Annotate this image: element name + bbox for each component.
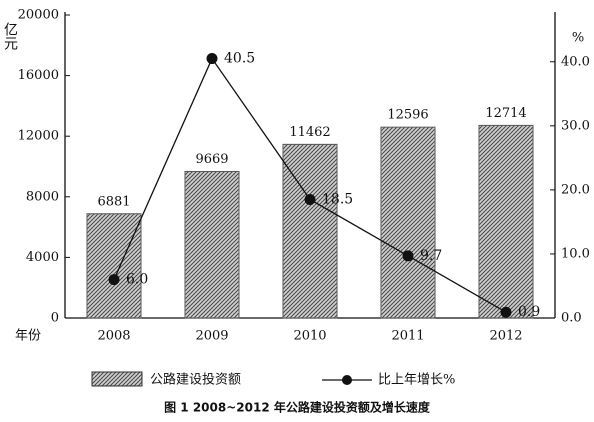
y2-axis-title: %: [572, 31, 584, 46]
line-value-label: 40.5: [224, 51, 255, 67]
line-marker: [402, 250, 414, 262]
x-tick-label: 2008: [97, 329, 130, 344]
line-marker: [500, 306, 512, 318]
bar-value-label: 11462: [289, 125, 330, 140]
bar: [282, 143, 338, 319]
legend-label: 比上年增长%: [378, 373, 455, 388]
y-tick-label: 20000: [18, 8, 59, 23]
y-tick-label: 0: [51, 311, 59, 326]
y-tick-label: 16000: [18, 68, 59, 83]
y2-tick-label: 10.0: [561, 246, 590, 261]
legend-label: 公路建设投资额: [150, 372, 241, 388]
x-tick-label: 2010: [293, 329, 326, 344]
bar-value-label: 12596: [387, 108, 428, 123]
bar: [184, 171, 240, 319]
x-tick-label: 2011: [391, 329, 424, 344]
line-marker: [304, 193, 316, 205]
legend-marker: [342, 375, 352, 385]
line-marker: [206, 53, 218, 65]
line-value-label: 6.0: [126, 272, 148, 288]
y-tick-label: 12000: [18, 129, 59, 144]
bar-value-label: 6881: [97, 194, 130, 209]
y-tick-label: 8000: [26, 189, 59, 204]
line-marker: [108, 274, 120, 286]
bar: [478, 124, 534, 319]
y2-tick-label: 20.0: [561, 182, 590, 197]
y2-tick-label: 30.0: [561, 118, 590, 133]
bar-value-label: 9669: [195, 152, 228, 167]
bar-value-label: 12714: [485, 106, 526, 121]
x-tick-label: 2012: [489, 329, 522, 344]
chart-title: 图 1 2008~2012 年公路建设投资额及增长速度: [164, 400, 431, 415]
y2-tick-label: 0.0: [561, 311, 582, 326]
line-value-label: 9.7: [420, 248, 442, 264]
x-axis-title: 年份: [15, 329, 41, 344]
y2-tick-label: 40.0: [561, 54, 590, 69]
x-tick-label: 2009: [195, 329, 228, 344]
bar: [86, 213, 142, 319]
y-tick-label: 4000: [26, 250, 59, 265]
legend-swatch: [91, 371, 143, 387]
y-axis-title: 亿元: [2, 22, 18, 51]
line-value-label: 0.9: [518, 304, 540, 320]
line-value-label: 18.5: [322, 191, 353, 207]
bar: [380, 126, 436, 319]
